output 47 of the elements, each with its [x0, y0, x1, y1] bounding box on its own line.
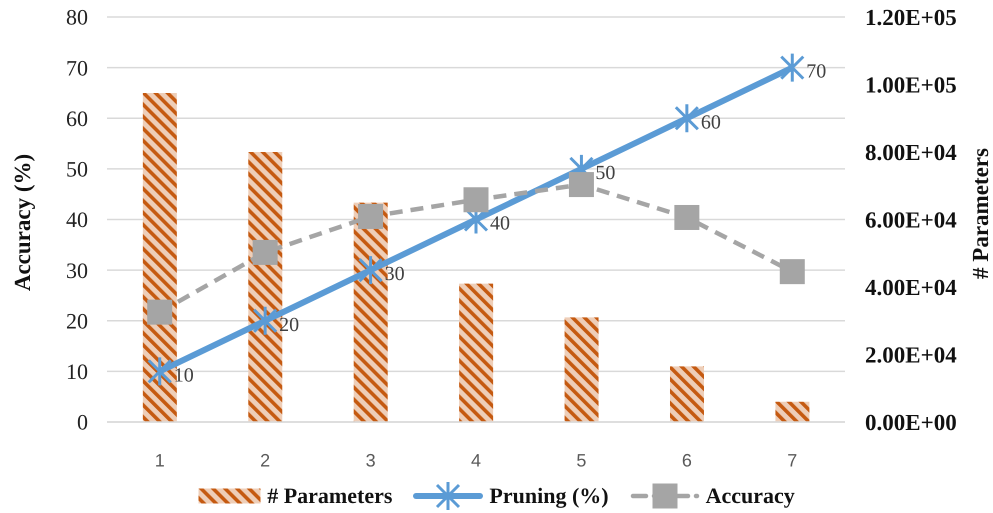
bar: [459, 284, 494, 422]
y2-tick-label: 4.00E+04: [865, 275, 958, 300]
x-tick-label: 4: [470, 450, 482, 470]
legend-label: Accuracy: [706, 483, 795, 509]
y-axis-title: Accuracy (%): [10, 154, 36, 292]
data-label: 40: [490, 212, 510, 234]
bar: [142, 92, 177, 422]
data-label: 50: [595, 162, 616, 184]
point: [147, 300, 172, 325]
data-label: 30: [384, 263, 405, 286]
bar: [775, 402, 810, 422]
legend-label: Pruning (%): [489, 483, 609, 509]
y2-tick-label: 6.00E+04: [865, 208, 958, 233]
y-tick-label: 20: [66, 308, 88, 334]
y-tick-label: 30: [66, 258, 88, 283]
bar: [670, 366, 704, 422]
point: [674, 204, 700, 230]
bar: [564, 317, 599, 422]
point: [252, 240, 278, 265]
y2-tick-label: 8.00E+04: [865, 140, 958, 166]
y-tick-label: 10: [66, 359, 88, 384]
x-tick-label: 3: [366, 450, 376, 470]
legend-label: # Parameters: [267, 483, 392, 509]
data-label: 60: [700, 111, 721, 134]
y-tick-label: 70: [66, 55, 88, 80]
point: [464, 187, 488, 212]
x-tick-label: 5: [576, 450, 586, 470]
data-label: 20: [279, 314, 300, 336]
y2-tick-label: 1.20E+05: [865, 5, 957, 30]
point: [358, 204, 384, 229]
y2-tick-label: 0.00E+00: [865, 410, 957, 436]
x-tick-label: 2: [260, 450, 270, 470]
point: [780, 259, 805, 284]
y-tick-label: 40: [66, 207, 88, 232]
x-tick-label: 7: [787, 450, 798, 470]
point: [568, 172, 594, 198]
y2-axis-title: # Parameters: [968, 148, 993, 279]
y2-tick-label: 2.00E+04: [865, 342, 958, 368]
y-tick-label: 60: [66, 106, 88, 131]
data-label: 70: [806, 60, 826, 83]
y-tick-label: 50: [66, 156, 88, 182]
x-tick-label: 6: [682, 450, 692, 470]
y2-tick-label: 1.00E+05: [865, 72, 957, 98]
data-label: 10: [174, 364, 194, 386]
y-tick-label: 80: [66, 4, 88, 30]
y-tick-label: 0: [77, 410, 88, 435]
x-tick-label: 1: [154, 450, 165, 470]
